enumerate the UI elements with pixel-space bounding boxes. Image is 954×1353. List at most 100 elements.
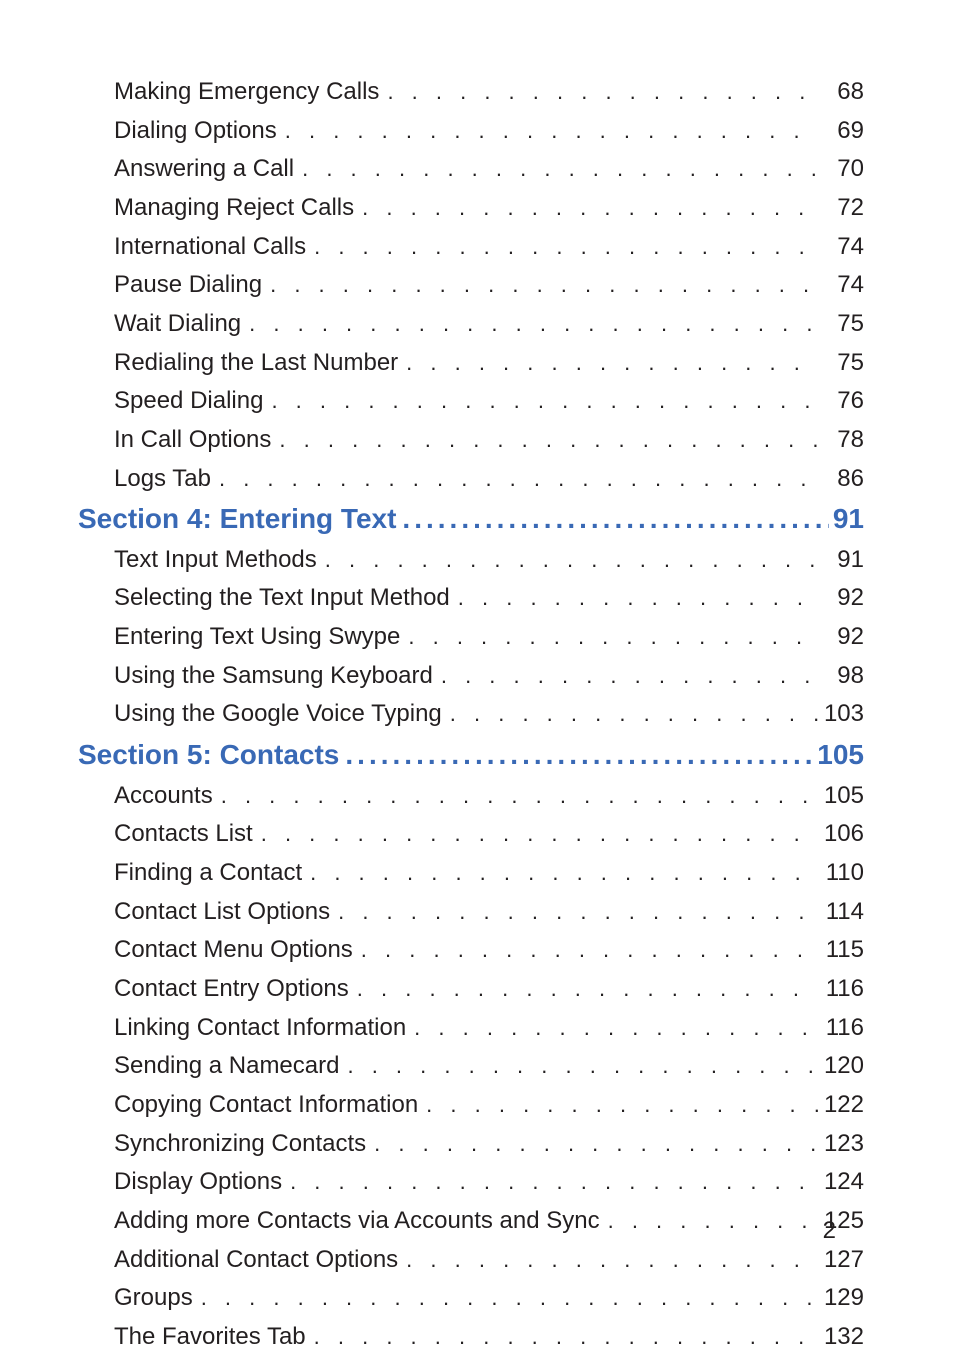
toc-item-row[interactable]: International Calls. . . . . . . . . . .…	[78, 231, 864, 263]
toc-leader-dots: . . . . . . . . . . . . . . . . . . . . …	[439, 661, 818, 690]
toc-leader-dots: . . . . . . . . . . . . . . . . . . . . …	[247, 309, 818, 338]
toc-leader-dots: ........................................…	[343, 737, 813, 773]
toc-item-page: 72	[818, 192, 864, 224]
toc-item-page: 116	[818, 973, 864, 1005]
toc-item-row[interactable]: Display Options. . . . . . . . . . . . .…	[78, 1166, 864, 1198]
toc-item-row[interactable]: Pause Dialing. . . . . . . . . . . . . .…	[78, 269, 864, 301]
toc-item-row[interactable]: Finding a Contact. . . . . . . . . . . .…	[78, 857, 864, 889]
toc-item-row[interactable]: Answering a Call. . . . . . . . . . . . …	[78, 153, 864, 185]
toc-leader-dots: . . . . . . . . . . . . . . . . . . . . …	[385, 77, 818, 106]
toc-leader-dots: . . . . . . . . . . . . . . . . . . . . …	[312, 1322, 818, 1351]
toc-item-title: Using the Google Voice Typing	[114, 698, 448, 730]
toc-item-title: Making Emergency Calls	[114, 76, 385, 108]
toc-leader-dots: . . . . . . . . . . . . . . . . . . . . …	[300, 154, 818, 183]
toc-section-row[interactable]: Section 5: Contacts.....................…	[78, 737, 864, 773]
toc-item-page: 103	[818, 698, 864, 730]
toc-item-page: 68	[818, 76, 864, 108]
toc-item-page: 78	[818, 424, 864, 456]
toc-item-row[interactable]: Selecting the Text Input Method. . . . .…	[78, 582, 864, 614]
toc-item-page: 124	[818, 1166, 864, 1198]
toc-item-row[interactable]: Linking Contact Information. . . . . . .…	[78, 1012, 864, 1044]
toc-item-title: Selecting the Text Input Method	[114, 582, 456, 614]
toc-item-row[interactable]: Contact List Options. . . . . . . . . . …	[78, 896, 864, 928]
toc-item-title: Dialing Options	[114, 115, 283, 147]
toc-item-title: Answering a Call	[114, 153, 300, 185]
toc-section-row[interactable]: Section 4: Entering Text................…	[78, 501, 864, 537]
toc-item-title: Pause Dialing	[114, 269, 268, 301]
toc-item-row[interactable]: Adding more Contacts via Accounts and Sy…	[78, 1205, 864, 1237]
toc-item-title: International Calls	[114, 231, 312, 263]
toc-item-row[interactable]: Sending a Namecard. . . . . . . . . . . …	[78, 1050, 864, 1082]
toc-leader-dots: . . . . . . . . . . . . . . . . . . . . …	[199, 1283, 818, 1312]
toc-item-page: 70	[818, 153, 864, 185]
toc-item-title: Linking Contact Information	[114, 1012, 412, 1044]
page-number: 2	[823, 1217, 836, 1245]
toc-leader-dots: . . . . . . . . . . . . . . . . . . . . …	[406, 622, 818, 651]
toc-item-row[interactable]: Speed Dialing. . . . . . . . . . . . . .…	[78, 385, 864, 417]
toc-item-title: Entering Text Using Swype	[114, 621, 406, 653]
toc-item-page: 69	[818, 115, 864, 147]
toc-item-row[interactable]: Logs Tab. . . . . . . . . . . . . . . . …	[78, 463, 864, 495]
toc-item-page: 120	[818, 1050, 864, 1082]
toc-item-title: Sending a Namecard	[114, 1050, 345, 1082]
toc-item-page: 98	[818, 660, 864, 692]
toc-item-title: Contact Entry Options	[114, 973, 355, 1005]
toc-section-page: 91	[829, 501, 864, 537]
toc-item-row[interactable]: Groups. . . . . . . . . . . . . . . . . …	[78, 1282, 864, 1314]
toc-item-page: 110	[818, 857, 864, 889]
toc-item-page: 132	[818, 1321, 864, 1353]
toc-item-page: 75	[818, 347, 864, 379]
toc-item-row[interactable]: Using the Google Voice Typing. . . . . .…	[78, 698, 864, 730]
toc-item-title: Contact Menu Options	[114, 934, 359, 966]
toc-item-row[interactable]: Contacts List. . . . . . . . . . . . . .…	[78, 818, 864, 850]
toc-item-title: Contact List Options	[114, 896, 336, 928]
toc-leader-dots: . . . . . . . . . . . . . . . . . . . . …	[404, 348, 818, 377]
toc-item-row[interactable]: Contact Entry Options. . . . . . . . . .…	[78, 973, 864, 1005]
toc-leader-dots: . . . . . . . . . . . . . . . . . . . . …	[283, 116, 818, 145]
toc-item-row[interactable]: Contact Menu Options. . . . . . . . . . …	[78, 934, 864, 966]
toc-item-row[interactable]: Entering Text Using Swype. . . . . . . .…	[78, 621, 864, 653]
toc-item-page: 123	[818, 1128, 864, 1160]
toc-item-row[interactable]: Dialing Options. . . . . . . . . . . . .…	[78, 115, 864, 147]
toc-item-page: 127	[818, 1244, 864, 1276]
toc-item-title: Logs Tab	[114, 463, 217, 495]
toc-item-row[interactable]: Using the Samsung Keyboard. . . . . . . …	[78, 660, 864, 692]
toc-item-page: 115	[818, 934, 864, 966]
table-of-contents: Making Emergency Calls. . . . . . . . . …	[78, 76, 864, 1353]
toc-item-row[interactable]: Managing Reject Calls. . . . . . . . . .…	[78, 192, 864, 224]
toc-item-row[interactable]: Redialing the Last Number. . . . . . . .…	[78, 347, 864, 379]
toc-leader-dots: . . . . . . . . . . . . . . . . . . . . …	[269, 386, 818, 415]
toc-item-page: 74	[818, 231, 864, 263]
toc-leader-dots: . . . . . . . . . . . . . . . . . . . . …	[360, 193, 818, 222]
toc-item-page: 105	[818, 780, 864, 812]
toc-item-row[interactable]: Synchronizing Contacts. . . . . . . . . …	[78, 1128, 864, 1160]
toc-item-title: The Favorites Tab	[114, 1321, 312, 1353]
toc-item-row[interactable]: Wait Dialing. . . . . . . . . . . . . . …	[78, 308, 864, 340]
toc-leader-dots: . . . . . . . . . . . . . . . . . . . . …	[412, 1013, 818, 1042]
toc-item-title: Groups	[114, 1282, 199, 1314]
toc-item-page: 116	[818, 1012, 864, 1044]
toc-item-title: Text Input Methods	[114, 544, 323, 576]
toc-item-title: Using the Samsung Keyboard	[114, 660, 439, 692]
toc-item-row[interactable]: In Call Options. . . . . . . . . . . . .…	[78, 424, 864, 456]
toc-item-page: 76	[818, 385, 864, 417]
toc-item-row[interactable]: Copying Contact Information. . . . . . .…	[78, 1089, 864, 1121]
toc-item-row[interactable]: The Favorites Tab. . . . . . . . . . . .…	[78, 1321, 864, 1353]
toc-item-row[interactable]: Text Input Methods. . . . . . . . . . . …	[78, 544, 864, 576]
toc-leader-dots: . . . . . . . . . . . . . . . . . . . . …	[217, 464, 818, 493]
toc-leader-dots: . . . . . . . . . . . . . . . . . . . . …	[312, 232, 818, 261]
toc-item-page: 129	[818, 1282, 864, 1314]
toc-item-page: 86	[818, 463, 864, 495]
toc-item-row[interactable]: Additional Contact Options. . . . . . . …	[78, 1244, 864, 1276]
toc-leader-dots: . . . . . . . . . . . . . . . . . . . . …	[259, 819, 818, 848]
toc-leader-dots: . . . . . . . . . . . . . . . . . . . . …	[336, 897, 818, 926]
toc-item-title: In Call Options	[114, 424, 277, 456]
toc-section-title: Section 4: Entering Text	[78, 501, 400, 537]
toc-leader-dots: . . . . . . . . . . . . . . . . . . . . …	[288, 1167, 818, 1196]
toc-item-row[interactable]: Accounts. . . . . . . . . . . . . . . . …	[78, 780, 864, 812]
toc-item-row[interactable]: Making Emergency Calls. . . . . . . . . …	[78, 76, 864, 108]
toc-leader-dots: . . . . . . . . . . . . . . . . . . . . …	[456, 583, 818, 612]
toc-leader-dots: . . . . . . . . . . . . . . . . . . . . …	[277, 425, 818, 454]
toc-leader-dots: . . . . . . . . . . . . . . . . . . . . …	[372, 1129, 818, 1158]
toc-leader-dots: . . . . . . . . . . . . . . . . . . . . …	[345, 1051, 817, 1080]
